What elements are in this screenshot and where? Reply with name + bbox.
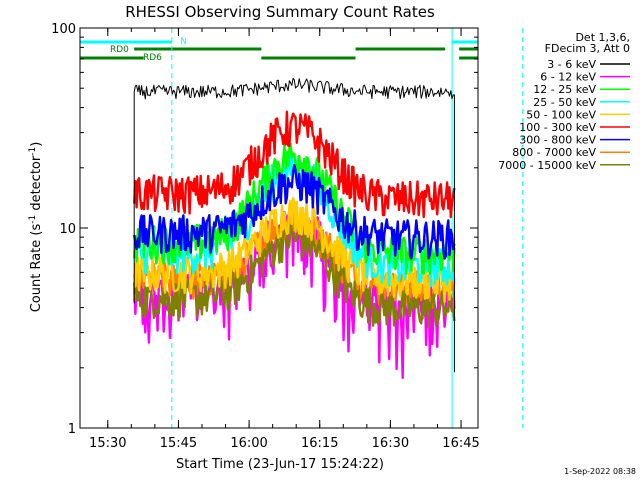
series-line-6 <box>133 164 456 260</box>
series-line-2 <box>133 142 456 275</box>
y-label-sup2: -1 <box>28 147 38 156</box>
legend-label-4: 50 - 100 keV <box>526 108 596 121</box>
legend-label-3: 25 - 50 keV <box>533 96 596 109</box>
series-line-8 <box>133 223 456 328</box>
flag-label-n: N <box>180 37 187 47</box>
x-tick-label: 16:45 <box>442 436 479 451</box>
x-tick-label: 16:30 <box>372 436 409 451</box>
y-tick-label: 1 <box>68 422 76 437</box>
y-label-sup1: -1 <box>28 215 38 224</box>
y-tick-label: 100 <box>51 22 76 37</box>
chart-title: RHESSI Observing Summary Count Rates <box>125 3 435 21</box>
y-label-part2: detector <box>29 155 44 215</box>
y-label-close: ) <box>29 142 44 147</box>
legend-label-1: 6 - 12 keV <box>540 71 596 84</box>
x-axis-label: Start Time (23-Jun-17 15:24:22) <box>176 457 384 472</box>
legend-header-1: Det 1,3,6, <box>575 31 630 44</box>
legend-label-6: 300 - 800 keV <box>519 134 596 147</box>
timestamp: 1-Sep-2022 08:38 <box>564 467 636 476</box>
x-tick-label: 15:45 <box>160 436 197 451</box>
x-tick-label: 16:00 <box>230 436 267 451</box>
x-tick-label: 15:30 <box>89 436 126 451</box>
flag-label-rd6: RD6 <box>143 53 162 63</box>
flag-label-rd0: RD0 <box>110 45 129 55</box>
legend-label-5: 100 - 300 keV <box>519 121 596 134</box>
legend-label-0: 3 - 6 keV <box>547 58 596 71</box>
x-tick-label: 16:15 <box>301 436 338 451</box>
legend-label-8: 7000 - 15000 keV <box>498 159 596 172</box>
legend-header-2: FDecim 3, Att 0 <box>545 42 630 55</box>
plot-area: N RD0 RD6 <box>79 28 524 428</box>
legend-label-2: 12 - 25 keV <box>533 83 596 96</box>
legend-label-7: 800 - 7000 keV <box>512 146 596 159</box>
y-tick-label: 10 <box>59 222 76 237</box>
series-line-5 <box>133 110 456 219</box>
y-label-part1: Count Rate (s <box>29 224 44 313</box>
y-axis-label: Count Rate (s-1 detector-1) <box>28 142 44 313</box>
series-line-0 <box>133 77 455 373</box>
axes: 100 10 1 15:30 15:45 16:00 16:15 16:30 16:45 <box>51 22 480 451</box>
